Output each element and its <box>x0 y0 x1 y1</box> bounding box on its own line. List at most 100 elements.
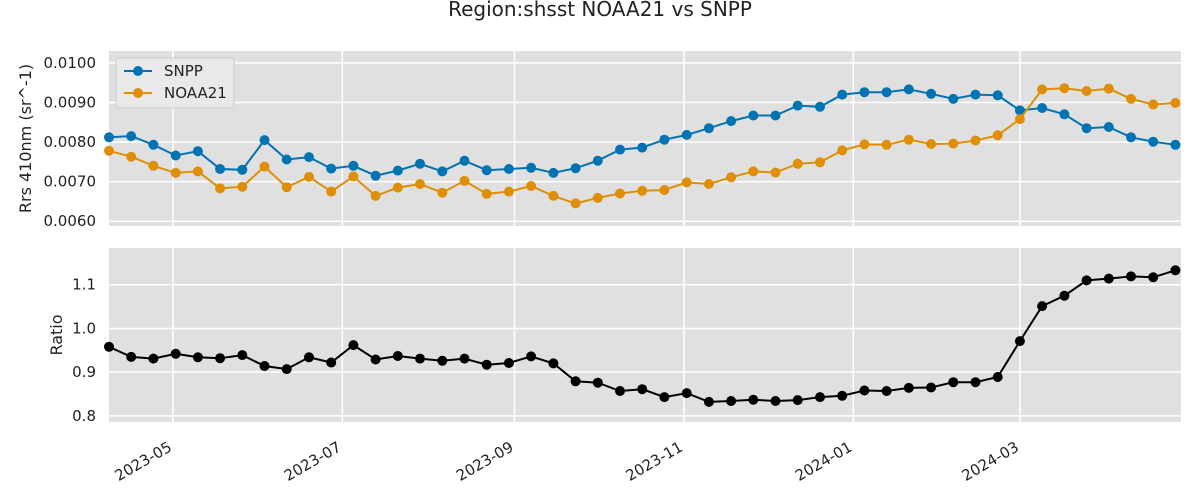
data-point <box>259 361 270 371</box>
data-point <box>570 198 581 209</box>
data-point <box>392 182 403 193</box>
data-point <box>703 396 714 407</box>
data-point <box>903 134 914 145</box>
data-point <box>948 138 959 149</box>
y-tick-label: 0.0100 <box>44 54 97 72</box>
x-tick-label: 2024-03 <box>959 438 1022 485</box>
data-point <box>903 382 914 393</box>
data-point <box>237 181 248 192</box>
chart-title: Region:shsst NOAA21 vs SNPP <box>448 0 752 21</box>
data-point <box>370 170 381 181</box>
data-point <box>192 166 203 177</box>
data-point <box>948 377 959 388</box>
data-point <box>1148 272 1159 283</box>
data-point <box>459 353 470 364</box>
data-point <box>726 172 737 183</box>
data-point <box>526 162 537 173</box>
data-point <box>148 160 159 171</box>
data-point <box>104 145 114 156</box>
data-point <box>1081 123 1092 134</box>
data-point <box>459 175 470 186</box>
data-point <box>859 385 870 396</box>
data-point <box>637 142 648 153</box>
data-point <box>415 158 425 169</box>
data-point <box>792 100 803 111</box>
series-snpp <box>104 84 1181 181</box>
data-point <box>881 139 892 150</box>
legend-swatch-marker <box>133 88 143 98</box>
data-point <box>592 192 603 203</box>
data-point <box>637 185 648 196</box>
data-point <box>1103 122 1114 132</box>
data-point <box>815 157 825 168</box>
data-point <box>392 165 403 176</box>
data-point <box>681 129 692 140</box>
y-tick-label: 1.1 <box>72 276 96 294</box>
y-tick-label: 0.0090 <box>44 93 97 111</box>
data-point <box>348 340 359 351</box>
data-point <box>992 372 1003 382</box>
data-point <box>215 183 226 194</box>
data-point <box>437 355 448 366</box>
data-point <box>437 166 448 177</box>
data-point <box>304 171 314 182</box>
data-point <box>259 161 270 172</box>
data-point <box>1081 86 1092 96</box>
data-point <box>526 181 537 191</box>
data-point <box>659 134 670 145</box>
data-point <box>526 351 537 362</box>
data-point <box>615 386 625 396</box>
data-point <box>548 167 559 178</box>
data-point <box>1081 275 1092 286</box>
data-point <box>1014 114 1025 125</box>
data-point <box>348 171 359 182</box>
data-point <box>1148 136 1159 147</box>
data-point <box>304 152 314 163</box>
data-point <box>948 93 959 104</box>
plot-background <box>109 51 1181 226</box>
data-point <box>726 396 737 406</box>
data-point <box>837 89 848 100</box>
data-point <box>592 377 603 388</box>
data-point <box>1014 336 1025 347</box>
legend: SNPP NOAA21 <box>115 57 235 109</box>
y-tick-label: 0.0070 <box>44 173 97 191</box>
data-point <box>970 377 981 388</box>
series-noaa21 <box>104 83 1181 209</box>
data-point <box>370 190 381 201</box>
data-point <box>1037 103 1048 113</box>
legend-swatch-marker <box>133 66 143 76</box>
data-point <box>703 179 714 189</box>
data-point <box>1170 139 1181 150</box>
data-point <box>503 164 514 174</box>
data-point <box>615 188 625 199</box>
data-point <box>259 135 270 146</box>
data-point <box>637 384 648 395</box>
y-tick-label: 0.0060 <box>44 212 97 230</box>
data-point <box>748 110 759 121</box>
data-point <box>792 395 803 406</box>
data-point <box>415 353 425 364</box>
data-point <box>726 116 737 127</box>
data-point <box>1126 132 1136 143</box>
data-point <box>859 87 870 98</box>
data-point <box>437 187 448 198</box>
data-point <box>326 186 337 197</box>
data-point <box>415 179 425 189</box>
data-point <box>881 386 892 396</box>
x-tick-label: 2023-09 <box>453 438 516 485</box>
y-tick-label: 0.8 <box>72 407 96 425</box>
data-point <box>1148 99 1159 110</box>
data-point <box>281 154 292 165</box>
panel-1: 0.0060 0.0070 0.0080 0.0090 0.0100 Rrs 410nm … <box>16 51 1181 230</box>
data-point <box>481 359 492 370</box>
data-point <box>748 166 759 177</box>
data-point <box>1170 265 1181 276</box>
y-axis-label: Rrs 410nm (sr^-1) <box>16 64 35 213</box>
data-point <box>481 165 492 176</box>
data-point <box>370 354 381 365</box>
data-point <box>304 352 314 363</box>
data-point <box>459 155 470 166</box>
